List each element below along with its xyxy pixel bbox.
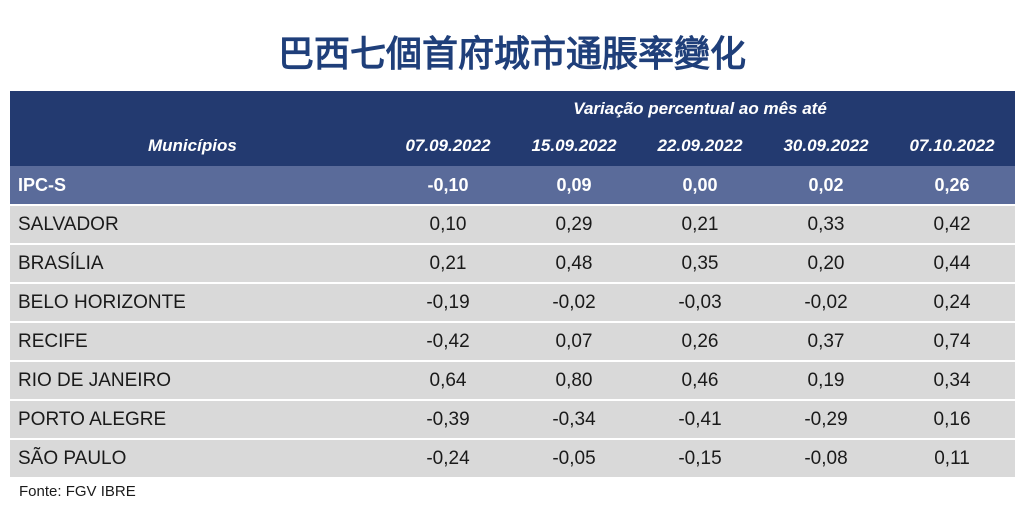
header-row-columns: Municípios 07.09.2022 15.09.2022 22.09.2… bbox=[10, 126, 1016, 166]
table-row: SALVADOR 0,10 0,29 0,21 0,33 0,42 bbox=[10, 206, 1016, 245]
table-cell: 0,80 bbox=[511, 362, 637, 401]
table-cell: 0,21 bbox=[637, 206, 763, 245]
table-cell: -0,08 bbox=[763, 440, 889, 479]
table-cell: -0,34 bbox=[511, 401, 637, 440]
table-cell: 0,64 bbox=[385, 362, 511, 401]
column-header-date: 07.10.2022 bbox=[889, 126, 1016, 166]
table-row: BELO HORIZONTE -0,19 -0,02 -0,03 -0,02 0… bbox=[10, 284, 1016, 323]
table-cell: 0,24 bbox=[889, 284, 1016, 323]
table-cell: -0,39 bbox=[385, 401, 511, 440]
column-header-date: 22.09.2022 bbox=[637, 126, 763, 166]
table-cell: 0,00 bbox=[637, 166, 763, 206]
group-header: Variação percentual ao mês até bbox=[385, 91, 1016, 126]
table-cell: 0,37 bbox=[763, 323, 889, 362]
header-row-group: Variação percentual ao mês até bbox=[10, 91, 1016, 126]
table-row: BRASÍLIA 0,21 0,48 0,35 0,20 0,44 bbox=[10, 245, 1016, 284]
table-cell: 0,42 bbox=[889, 206, 1016, 245]
table-cell: 0,44 bbox=[889, 245, 1016, 284]
table-row: RIO DE JANEIRO 0,64 0,80 0,46 0,19 0,34 bbox=[10, 362, 1016, 401]
table-cell: -0,05 bbox=[511, 440, 637, 479]
row-label: PORTO ALEGRE bbox=[10, 401, 385, 440]
row-label: SALVADOR bbox=[10, 206, 385, 245]
table-cell: -0,02 bbox=[511, 284, 637, 323]
column-header-date: 07.09.2022 bbox=[385, 126, 511, 166]
table-cell: 0,48 bbox=[511, 245, 637, 284]
table-cell: 0,29 bbox=[511, 206, 637, 245]
inflation-table: Variação percentual ao mês até Município… bbox=[10, 91, 1016, 479]
header-blank-cell bbox=[10, 91, 385, 126]
table-cell: 0,34 bbox=[889, 362, 1016, 401]
table-cell: 0,09 bbox=[511, 166, 637, 206]
table-cell: 0,16 bbox=[889, 401, 1016, 440]
table-row: RECIFE -0,42 0,07 0,26 0,37 0,74 bbox=[10, 323, 1016, 362]
chart-title: 巴西七個首府城市通脹率變化 bbox=[277, 34, 746, 75]
table-row-ipc-s: IPC-S -0,10 0,09 0,00 0,02 0,26 bbox=[10, 166, 1016, 206]
table-cell: 0,02 bbox=[763, 166, 889, 206]
column-header-date: 15.09.2022 bbox=[511, 126, 637, 166]
table-cell: -0,15 bbox=[637, 440, 763, 479]
row-label: RECIFE bbox=[10, 323, 385, 362]
table-cell: -0,29 bbox=[763, 401, 889, 440]
table-cell: 0,07 bbox=[511, 323, 637, 362]
table-cell: 0,10 bbox=[385, 206, 511, 245]
table-cell: 0,35 bbox=[637, 245, 763, 284]
table-cell: -0,02 bbox=[763, 284, 889, 323]
table-cell: 0,26 bbox=[889, 166, 1016, 206]
row-label: SÃO PAULO bbox=[10, 440, 385, 479]
table-cell: -0,10 bbox=[385, 166, 511, 206]
table-cell: -0,19 bbox=[385, 284, 511, 323]
table-cell: -0,03 bbox=[637, 284, 763, 323]
column-header-municipios: Municípios bbox=[10, 126, 385, 166]
table-cell: 0,19 bbox=[763, 362, 889, 401]
column-header-date: 30.09.2022 bbox=[763, 126, 889, 166]
table-cell: 0,20 bbox=[763, 245, 889, 284]
table-cell: 0,21 bbox=[385, 245, 511, 284]
table-cell: 0,74 bbox=[889, 323, 1016, 362]
row-label: BRASÍLIA bbox=[10, 245, 385, 284]
table-cell: -0,24 bbox=[385, 440, 511, 479]
table-cell: 0,46 bbox=[637, 362, 763, 401]
row-label: IPC-S bbox=[10, 166, 385, 206]
table-cell: 0,26 bbox=[637, 323, 763, 362]
table-row: PORTO ALEGRE -0,39 -0,34 -0,41 -0,29 0,1… bbox=[10, 401, 1016, 440]
table-cell: 0,11 bbox=[889, 440, 1016, 479]
row-label: BELO HORIZONTE bbox=[10, 284, 385, 323]
table-row: SÃO PAULO -0,24 -0,05 -0,15 -0,08 0,11 bbox=[10, 440, 1016, 479]
table-cell: -0,41 bbox=[637, 401, 763, 440]
table-cell: 0,33 bbox=[763, 206, 889, 245]
table-cell: -0,42 bbox=[385, 323, 511, 362]
row-label: RIO DE JANEIRO bbox=[10, 362, 385, 401]
source-note: Fonte: FGV IBRE bbox=[19, 483, 136, 500]
